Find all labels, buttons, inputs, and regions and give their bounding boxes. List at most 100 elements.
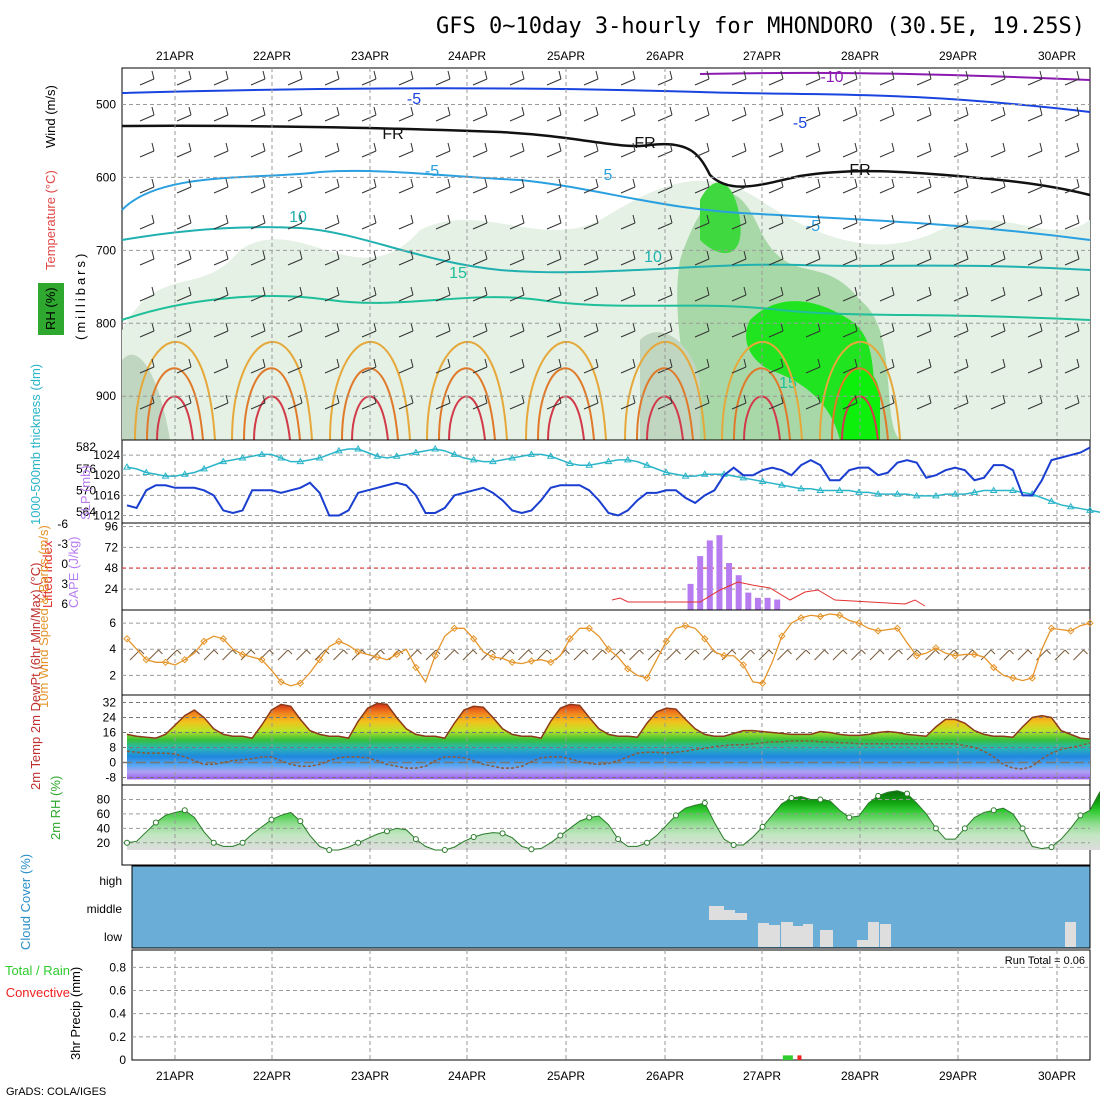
upper-barb-9-1 [176, 394, 192, 410]
warm-contour-outer-0 [134, 340, 216, 441]
contour-label-2: -5 [793, 115, 807, 132]
upper-barb-1-22 [953, 106, 969, 122]
warm-contour-inner-7 [841, 395, 879, 441]
top-date-28APR: 28APR [841, 49, 879, 63]
lifted-index-line [611, 581, 926, 607]
rh-point-3 [152, 819, 159, 826]
top-date-27APR: 27APR [743, 49, 781, 63]
upper-barb-1-8 [435, 106, 451, 122]
surface-barb-22 [536, 649, 552, 661]
thickness-slp-panel: 564 570 576 582 1012 1016 1020 1024 1000-500mb … [28, 364, 1100, 525]
rh-point-6 [181, 807, 188, 814]
cloud-cover-axis: high middle low [87, 874, 123, 944]
wind-speed-point-90 [989, 663, 998, 672]
ylabel-slp: SLP (mb) [78, 465, 93, 520]
thickness-point-72 [816, 486, 825, 494]
upper-barb-2-7 [398, 142, 414, 158]
wind10m-axis: 2 4 6 [109, 616, 116, 682]
wind-tick-6: 6 [109, 616, 116, 630]
cape-tick-24: 24 [105, 582, 119, 596]
cape-tick-72: 72 [105, 540, 119, 554]
ylabel-temp2m: 2m Temp 2m DewPt (6hr Min/Max) (°C) [28, 563, 43, 790]
upper-barb-4-4 [287, 214, 303, 230]
upper-barb-2-25 [1064, 142, 1080, 158]
bottom-date-26APR: 26APR [646, 1069, 684, 1083]
surface-barb-47 [999, 649, 1014, 661]
ylabel-rh2m: 2m RH (%) [48, 776, 63, 840]
upper-barb-7-25 [1064, 322, 1080, 338]
upper-barb-6-21 [916, 286, 932, 302]
thickness-tick-582: 582 [76, 440, 96, 454]
surface-barb-7 [259, 649, 274, 661]
upper-barb-7-7 [398, 322, 414, 338]
cloud-tick-low: low [104, 930, 122, 944]
surface-barb-50 [1054, 649, 1070, 661]
rh-tick-20: 20 [97, 836, 111, 850]
surface-barb-17 [444, 649, 459, 661]
upper-barb-3-13 [620, 178, 636, 194]
precip-grid [132, 950, 1090, 1060]
upper-barb-2-1 [176, 142, 192, 158]
temp-tick-32: 32 [103, 696, 117, 710]
thickness-point-26 [373, 452, 382, 459]
upper-barb-2-5 [324, 142, 340, 158]
thickness-point-32 [431, 445, 440, 452]
upper-barb-1-4 [287, 106, 303, 122]
upper-barb-8-12 [583, 358, 599, 374]
upper-barb-2-23 [990, 142, 1006, 158]
wind-speed-point-36 [469, 635, 478, 643]
upper-barb-6-16 [731, 286, 747, 302]
wind10m-panel: 246 10m Wind Speed & Barbs (m/s) [36, 525, 1094, 708]
upper-barb-2-12 [583, 142, 599, 158]
thickness-tick-570: 570 [76, 484, 96, 498]
wind-speed-point-48 [585, 624, 593, 633]
upper-barb-4-21 [916, 214, 932, 230]
upper-barb-5-20 [879, 250, 895, 266]
upper-barb-9-8 [435, 394, 451, 410]
contour-label-0: -10 [820, 69, 843, 86]
warm-contour-inner-0 [156, 395, 194, 441]
upper-barb-5-12 [583, 250, 599, 266]
surface-barb-35 [777, 649, 792, 661]
upper-barb-4-1 [176, 214, 192, 230]
thickness-tick-564: 564 [76, 505, 96, 519]
li-tick-0: -6 [57, 517, 68, 531]
precip-tick-0.4: 0.4 [109, 1007, 126, 1021]
upper-barb-3-19 [842, 178, 858, 194]
upper-barb-1-12 [583, 106, 599, 122]
contour-label-8: 10 [289, 209, 307, 226]
thickness-point-58 [681, 472, 690, 479]
top-date-21APR: 21APR [156, 49, 194, 63]
cape-li-grid [122, 523, 1090, 610]
upper-barb-1-19 [842, 106, 858, 122]
upper-barb-0-10 [509, 70, 525, 86]
upper-barb-8-2 [213, 358, 229, 374]
ylabel-wind10m: 10m Wind Speed & Barbs (m/s) [36, 525, 51, 708]
wind-speed-point-12 [238, 650, 247, 659]
upper-barb-4-2 [213, 214, 229, 230]
upper-barb-8-7 [398, 358, 414, 374]
bottom-date-axis: 21APR 22APR 23APR 24APR 25APR 26APR 27APR 28APR… [156, 1069, 1076, 1083]
upper-barb-0-25 [1064, 70, 1080, 86]
rh-point-39 [499, 830, 506, 837]
upper-barb-5-10 [509, 250, 525, 266]
upper-barb-6-24 [1027, 286, 1043, 302]
upper-barb-5-16 [731, 250, 747, 266]
upper-barb-4-20 [879, 214, 895, 230]
wind-speed-point-4 [161, 658, 170, 667]
thickness-point-52 [623, 455, 632, 463]
wind-speed-point-100 [1086, 619, 1094, 627]
wind-speed-point-94 [1028, 674, 1036, 682]
upper-barb-6-2 [213, 286, 229, 302]
rh2m-line [124, 790, 1100, 853]
upper-barb-7-22 [953, 322, 969, 338]
upper-barb-4-0 [139, 214, 155, 230]
rh-point-12 [239, 839, 246, 846]
precip-bar-1 [797, 1055, 802, 1060]
upper-barb-6-15 [694, 286, 710, 302]
upper-barb-2-22 [953, 142, 969, 158]
upper-barb-4-3 [250, 214, 266, 230]
ylabel-temperature: Temperature (°C) [43, 170, 58, 270]
temp-tick--8: -8 [105, 771, 116, 785]
